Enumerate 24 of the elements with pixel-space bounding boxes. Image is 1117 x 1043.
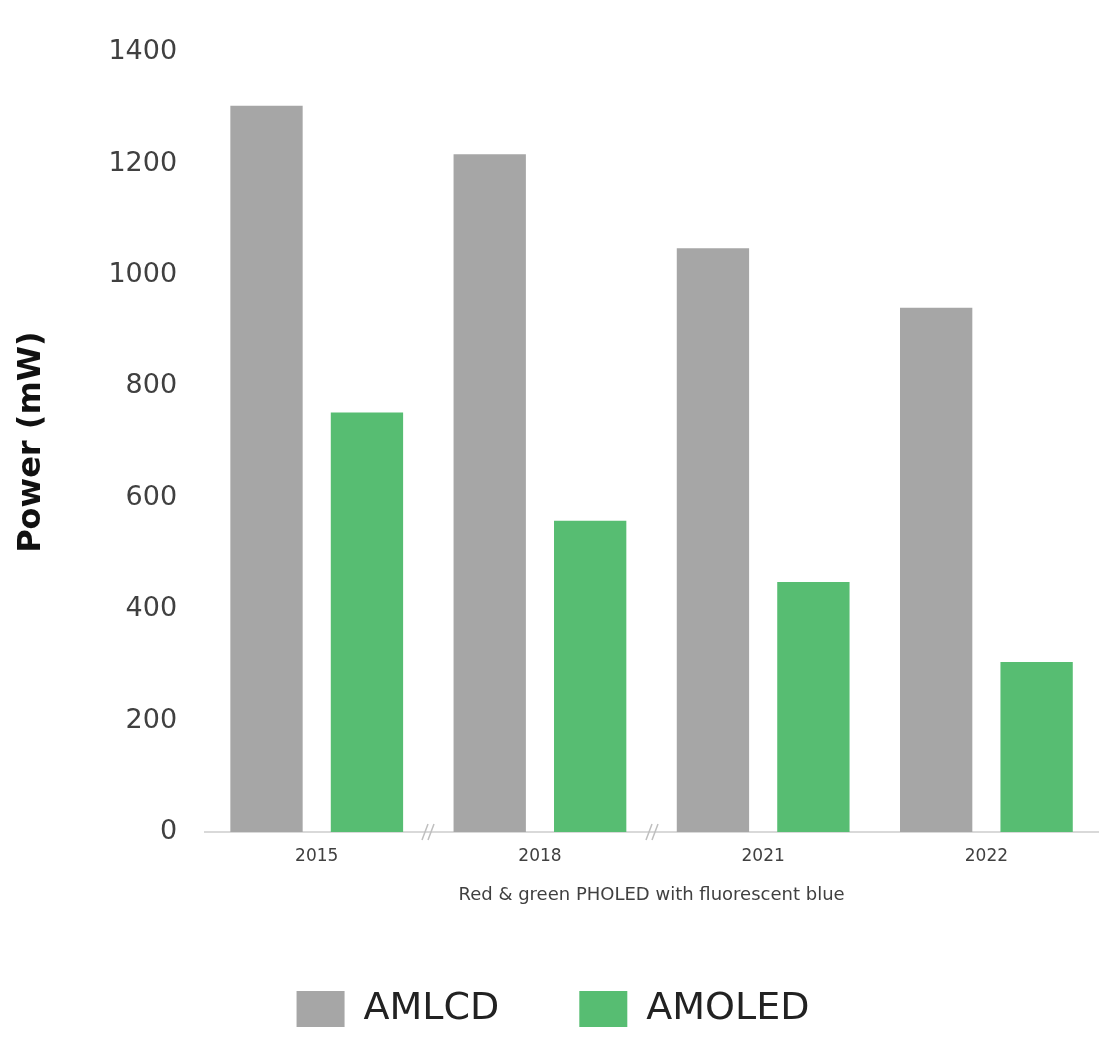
y-tick-label: 1400 <box>108 34 178 66</box>
x-tick-label: 2021 <box>741 844 785 865</box>
y-tick-label: 0 <box>159 814 178 846</box>
x-tick-label: 2022 <box>964 844 1009 865</box>
bar <box>330 412 404 832</box>
y-axis-title: Power (mW) <box>9 331 48 553</box>
legend-label: AMLCD <box>363 983 500 1028</box>
bar <box>453 154 526 832</box>
bar <box>1000 662 1073 832</box>
x-axis-title: Red & green PHOLED with fluorescent blue <box>458 882 845 904</box>
y-tick-label: 1200 <box>108 145 178 177</box>
bar <box>554 520 627 832</box>
legend-label: AMOLED <box>646 983 810 1028</box>
bar <box>900 307 973 832</box>
bar <box>676 248 750 832</box>
bar <box>777 581 850 832</box>
x-tick-label: 2015 <box>295 844 339 865</box>
y-tick-label: 600 <box>125 479 178 511</box>
y-tick-label: 800 <box>125 368 178 400</box>
bar <box>230 105 303 832</box>
y-tick-label: 200 <box>125 702 178 734</box>
y-tick-label: 400 <box>125 591 178 623</box>
y-tick-label: 1000 <box>108 257 178 289</box>
x-tick-label: 2018 <box>518 844 562 865</box>
